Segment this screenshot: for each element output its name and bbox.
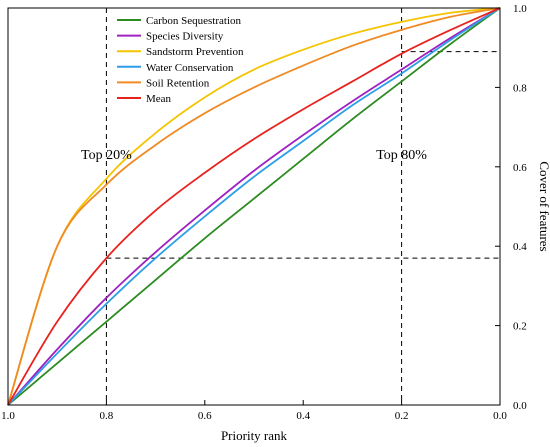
x-axis-ticks: 1.0 0.8 0.6 0.4 0.2 0.0 xyxy=(1,400,507,422)
series-line-water-conservation xyxy=(7,7,501,406)
y-axis-title: Cover of features xyxy=(537,161,550,251)
y-tick-label: 0.4 xyxy=(513,241,527,253)
x-tick-label: 0.6 xyxy=(198,410,212,422)
legend-label: Carbon Sequestration xyxy=(146,15,242,27)
y-tick-label: 0.0 xyxy=(513,400,527,412)
series-line-carbon-sequestration xyxy=(7,7,501,406)
annotation-label: Top 80% xyxy=(376,148,427,163)
annotation-label: Top 20% xyxy=(81,148,132,163)
series-line-species-diversity xyxy=(7,7,501,406)
y-tick-label: 0.6 xyxy=(513,162,527,174)
y-tick-label: 0.2 xyxy=(513,321,527,333)
series-lines xyxy=(7,7,501,406)
legend-label: Sandstorm Prevention xyxy=(146,46,244,58)
legend: Carbon Sequestration Species Diversity San… xyxy=(117,15,244,105)
series-line-sandstorm-prevention xyxy=(7,7,501,406)
x-tick-label: 1.0 xyxy=(1,410,15,422)
x-tick-label: 0.0 xyxy=(493,410,507,422)
plot-frame xyxy=(7,7,501,406)
x-axis-title: Priority rank xyxy=(221,428,288,443)
y-axis-ticks: 0.0 0.2 0.4 0.6 0.8 1.0 xyxy=(495,3,527,412)
x-tick-label: 0.2 xyxy=(395,410,409,422)
x-tick-label: 0.8 xyxy=(100,410,114,422)
y-tick-label: 0.8 xyxy=(513,82,527,94)
series-line-mean xyxy=(7,7,501,406)
x-tick-label: 0.4 xyxy=(296,410,310,422)
annotations: Top 20% Top 80% xyxy=(81,148,427,163)
legend-label: Soil Retention xyxy=(146,77,210,89)
legend-label: Water Conservation xyxy=(146,62,234,74)
y-tick-label: 1.0 xyxy=(513,3,527,15)
legend-label: Mean xyxy=(146,93,172,105)
series-line-soil-retention xyxy=(7,7,501,406)
legend-label: Species Diversity xyxy=(146,31,224,43)
